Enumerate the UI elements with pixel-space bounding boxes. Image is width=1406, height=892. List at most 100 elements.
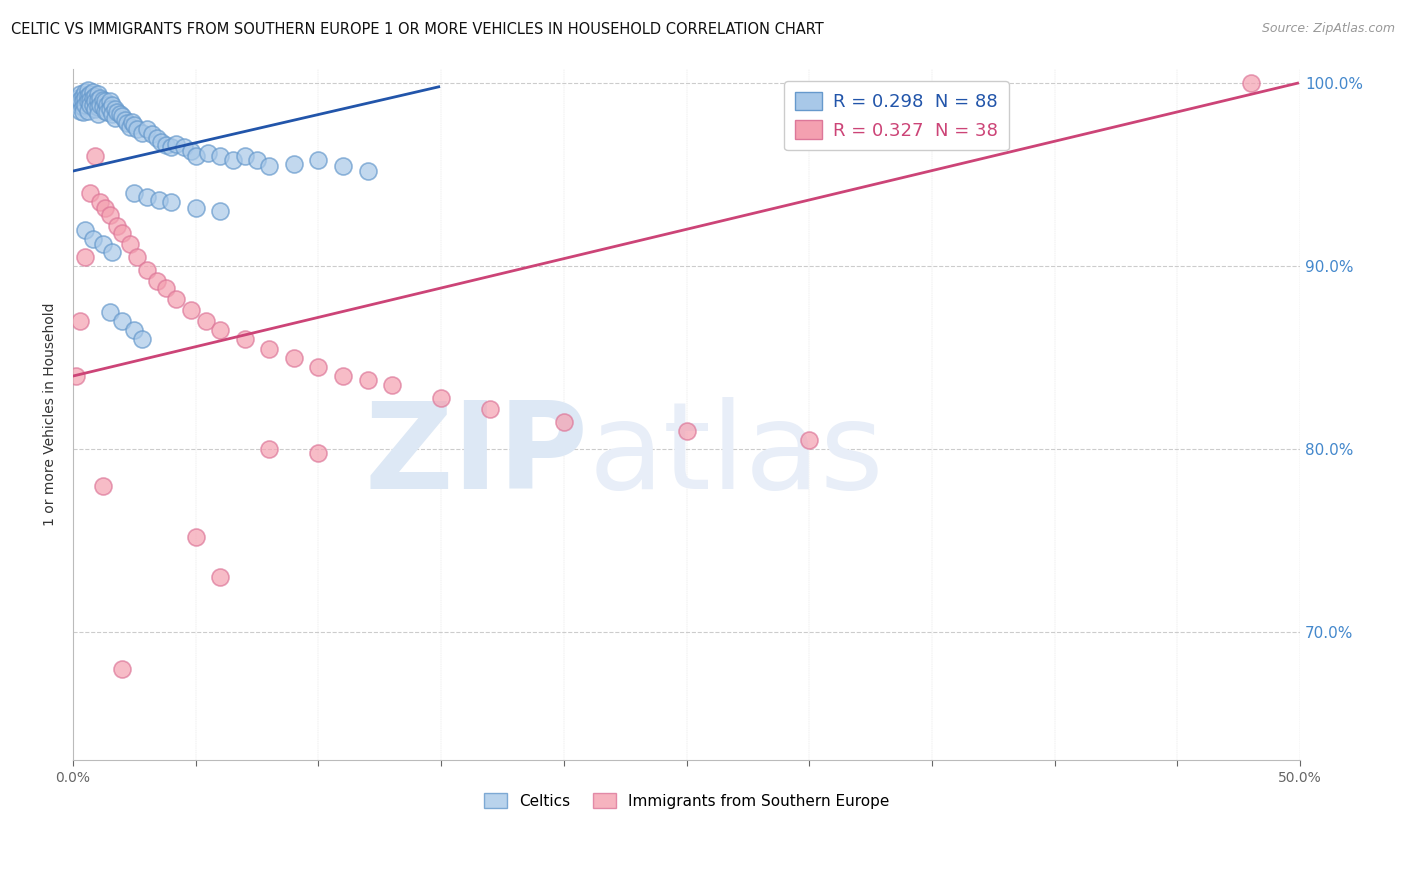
Point <box>72 95 94 109</box>
Point <box>221 153 243 167</box>
Point <box>111 226 134 240</box>
Point <box>91 100 114 114</box>
Point <box>94 95 117 109</box>
Point <box>69 87 91 102</box>
Point <box>124 186 146 200</box>
Point <box>84 89 107 103</box>
Point <box>84 95 107 109</box>
Point <box>165 136 187 151</box>
Point <box>75 91 97 105</box>
Text: atlas: atlas <box>588 398 884 515</box>
Legend: Celtics, Immigrants from Southern Europe: Celtics, Immigrants from Southern Europe <box>478 788 896 815</box>
Point <box>84 149 107 163</box>
Point <box>141 128 163 142</box>
Point <box>84 102 107 116</box>
Point <box>184 201 207 215</box>
Point <box>173 140 195 154</box>
Point <box>108 107 131 121</box>
Point <box>131 126 153 140</box>
Point <box>135 263 157 277</box>
Point <box>69 93 91 107</box>
Point <box>101 98 124 112</box>
Point <box>180 144 202 158</box>
Point <box>91 93 114 107</box>
Point <box>160 195 183 210</box>
Point <box>155 281 177 295</box>
Point <box>96 98 118 112</box>
Point <box>69 314 91 328</box>
Point <box>89 91 111 105</box>
Point <box>76 83 98 97</box>
Point <box>69 103 91 118</box>
Point <box>82 98 104 112</box>
Point <box>89 195 111 210</box>
Text: ZIP: ZIP <box>364 398 588 515</box>
Point <box>94 103 117 118</box>
Point <box>799 433 821 447</box>
Point <box>98 102 121 116</box>
Point <box>209 149 232 163</box>
Point <box>125 122 148 136</box>
Point <box>98 305 121 319</box>
Point <box>75 98 97 112</box>
Point <box>259 159 281 173</box>
Point <box>76 89 98 103</box>
Point <box>66 98 89 112</box>
Point <box>101 244 124 259</box>
Point <box>79 87 101 102</box>
Point <box>79 93 101 107</box>
Point <box>1240 76 1263 90</box>
Point <box>82 85 104 99</box>
Point <box>111 314 134 328</box>
Point <box>86 107 108 121</box>
Point <box>553 415 575 429</box>
Point <box>160 140 183 154</box>
Point <box>194 314 217 328</box>
Point <box>118 237 141 252</box>
Point <box>76 103 98 118</box>
Point <box>675 424 697 438</box>
Point <box>283 351 305 365</box>
Point <box>79 98 101 112</box>
Point <box>259 442 281 457</box>
Point <box>356 164 378 178</box>
Point <box>148 194 170 208</box>
Point <box>209 204 232 219</box>
Point <box>114 112 136 127</box>
Point <box>65 95 87 109</box>
Point <box>105 105 128 120</box>
Point <box>65 369 87 384</box>
Point <box>283 157 305 171</box>
Point <box>209 323 232 337</box>
Point <box>356 373 378 387</box>
Point <box>145 131 167 145</box>
Point <box>89 98 111 112</box>
Point <box>150 135 173 149</box>
Point <box>125 250 148 264</box>
Point <box>82 232 104 246</box>
Point <box>75 85 97 99</box>
Point <box>246 153 269 167</box>
Point <box>118 120 141 134</box>
Point <box>91 237 114 252</box>
Point <box>86 100 108 114</box>
Point <box>105 219 128 233</box>
Point <box>104 111 127 125</box>
Point <box>91 479 114 493</box>
Point <box>135 122 157 136</box>
Point <box>66 91 89 105</box>
Point <box>115 116 138 130</box>
Text: Source: ZipAtlas.com: Source: ZipAtlas.com <box>1261 22 1395 36</box>
Point <box>155 138 177 153</box>
Point <box>121 114 143 128</box>
Point <box>98 95 121 109</box>
Point <box>430 391 453 405</box>
Point <box>79 186 101 200</box>
Point <box>76 95 98 109</box>
Y-axis label: 1 or more Vehicles in Household: 1 or more Vehicles in Household <box>44 302 58 526</box>
Point <box>104 102 127 116</box>
Point <box>233 149 256 163</box>
Point <box>124 118 146 132</box>
Point <box>165 292 187 306</box>
Point <box>135 189 157 203</box>
